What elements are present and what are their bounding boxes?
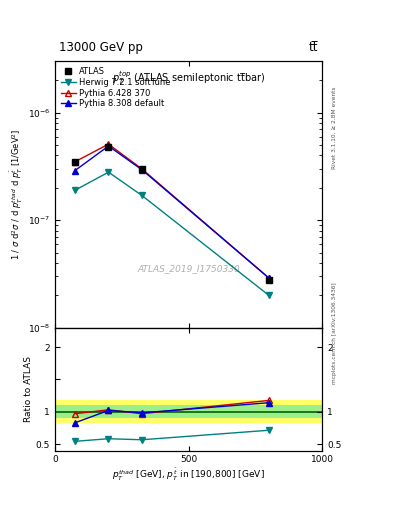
Text: tt̅: tt̅: [309, 41, 318, 54]
Pythia 6.428 370: [73, 159, 77, 165]
ATLAS: [266, 276, 271, 283]
ATLAS: [106, 144, 111, 150]
Bar: [55, 400, 322, 423]
Y-axis label: Ratio to ATLAS: Ratio to ATLAS: [24, 356, 33, 422]
Herwig 7.2.1 softTune: [73, 187, 77, 194]
Text: $p_T^{top}$ (ATLAS semileptonic tt̅bar): $p_T^{top}$ (ATLAS semileptonic tt̅bar): [112, 70, 265, 87]
Text: mcplots.cern.ch [arXiv:1306.3436]: mcplots.cern.ch [arXiv:1306.3436]: [332, 282, 337, 383]
Pythia 8.308 default: [266, 275, 271, 281]
Text: ATLAS_2019_I1750330: ATLAS_2019_I1750330: [137, 265, 240, 273]
Pythia 8.308 default: [73, 167, 77, 174]
Pythia 6.428 370: [266, 275, 271, 281]
X-axis label: $p_T^{thad}$ [GeV], $p_T^{\bar{t}}$ in [190,800] [GeV]: $p_T^{thad}$ [GeV], $p_T^{\bar{t}}$ in […: [112, 467, 265, 483]
Bar: [55, 406, 322, 418]
Line: Herwig 7.2.1 softTune: Herwig 7.2.1 softTune: [72, 169, 272, 298]
Line: Pythia 6.428 370: Pythia 6.428 370: [72, 141, 272, 281]
Text: Rivet 3.1.10, ≥ 2.8M events: Rivet 3.1.10, ≥ 2.8M events: [332, 87, 337, 169]
Line: ATLAS: ATLAS: [72, 144, 272, 283]
Herwig 7.2.1 softTune: [106, 169, 111, 175]
Line: Pythia 8.308 default: Pythia 8.308 default: [72, 143, 272, 281]
ATLAS: [140, 166, 144, 172]
Legend: ATLAS, Herwig 7.2.1 softTune, Pythia 6.428 370, Pythia 8.308 default: ATLAS, Herwig 7.2.1 softTune, Pythia 6.4…: [59, 66, 173, 110]
Herwig 7.2.1 softTune: [140, 193, 144, 199]
Pythia 6.428 370: [140, 166, 144, 172]
Text: 13000 GeV pp: 13000 GeV pp: [59, 41, 143, 54]
Herwig 7.2.1 softTune: [266, 292, 271, 298]
Pythia 8.308 default: [106, 143, 111, 149]
Pythia 8.308 default: [140, 166, 144, 173]
ATLAS: [73, 159, 77, 165]
Pythia 6.428 370: [106, 141, 111, 147]
Y-axis label: 1 / $\sigma$ d$^2\sigma$ / d $p_T^{thad}$ d $p_T^{\bar{t}}$ [1/GeV$^2$]: 1 / $\sigma$ d$^2\sigma$ / d $p_T^{thad}…: [9, 129, 25, 260]
